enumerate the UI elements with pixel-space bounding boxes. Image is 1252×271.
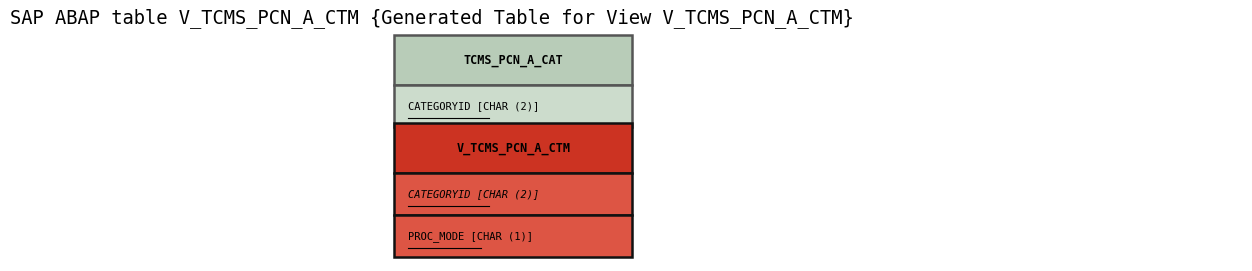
Text: SAP ABAP table V_TCMS_PCN_A_CTM {Generated Table for View V_TCMS_PCN_A_CTM}: SAP ABAP table V_TCMS_PCN_A_CTM {Generat… bbox=[10, 8, 854, 28]
FancyBboxPatch shape bbox=[394, 173, 632, 215]
FancyBboxPatch shape bbox=[394, 123, 632, 173]
FancyBboxPatch shape bbox=[394, 85, 632, 127]
Text: CATEGORYID [CHAR (2)]: CATEGORYID [CHAR (2)] bbox=[408, 189, 540, 199]
Text: CATEGORYID [CHAR (2)]: CATEGORYID [CHAR (2)] bbox=[408, 101, 540, 111]
Text: PROC_MODE [CHAR (1)]: PROC_MODE [CHAR (1)] bbox=[408, 231, 533, 242]
Text: V_TCMS_PCN_A_CTM: V_TCMS_PCN_A_CTM bbox=[456, 142, 571, 155]
FancyBboxPatch shape bbox=[394, 215, 632, 257]
Text: TCMS_PCN_A_CAT: TCMS_PCN_A_CAT bbox=[463, 54, 563, 67]
FancyBboxPatch shape bbox=[394, 35, 632, 85]
